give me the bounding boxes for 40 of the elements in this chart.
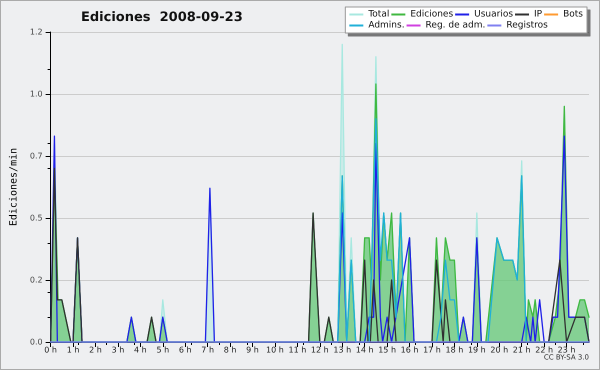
x-tick-label: 17 h [423,346,441,354]
legend-label: IP [534,10,543,20]
legend-label: Admins. [368,20,405,30]
y-tick-label: 1.2 [30,28,43,36]
x-tick-label: 6 h [178,346,192,354]
x-tick-label: 20 h [490,346,508,354]
x-tick-label: 2 h [89,346,102,354]
x-tick-label: 7 h [201,346,214,354]
x-tick-label: 0 h [44,346,57,354]
x-tick-label: 3 h [112,346,124,354]
y-tick-label: 0.0 [30,338,43,346]
chart-title: Ediciones 2008-09-23 [81,10,243,25]
legend-label: Usuarios [474,10,514,20]
y-tick-label: 0.2 [30,276,43,284]
x-tick-label: 22 h [535,346,554,354]
x-tick-label: 9 h [246,346,259,354]
x-tick-label: 18 h [446,346,464,354]
x-tick-label: 12 h [310,346,329,354]
x-tick-label: 23 h [558,346,576,354]
y-tick-label: 0.5 [30,214,43,222]
x-tick-label: 10 h [266,346,284,354]
x-tick-label: 19 h [468,346,486,354]
y-tick-label: 0.7 [30,152,43,160]
x-tick-label: 21 h [512,346,531,354]
y-axis-title: Ediciones/min [8,148,20,226]
y-tick-label: 1.0 [30,90,43,98]
x-tick-label: 16 h [400,346,418,354]
x-tick-label: 15 h [378,346,396,354]
legend-label: Bots [563,10,584,20]
legend-label: Reg. de adm. [426,20,486,30]
x-tick-label: 8 h [224,346,236,354]
x-tick-label: 5 h [156,346,170,354]
x-tick-label: 14 h [356,346,374,354]
x-tick-label: 13 h [333,346,352,354]
legend-label: Registros [506,20,548,30]
x-tick-label: 4 h [134,346,147,354]
legend-label: Ediciones [410,10,454,20]
x-tick-label: 1 h [66,346,80,354]
x-tick-label: 11 h [288,346,306,354]
legend-label: Total [367,10,390,20]
